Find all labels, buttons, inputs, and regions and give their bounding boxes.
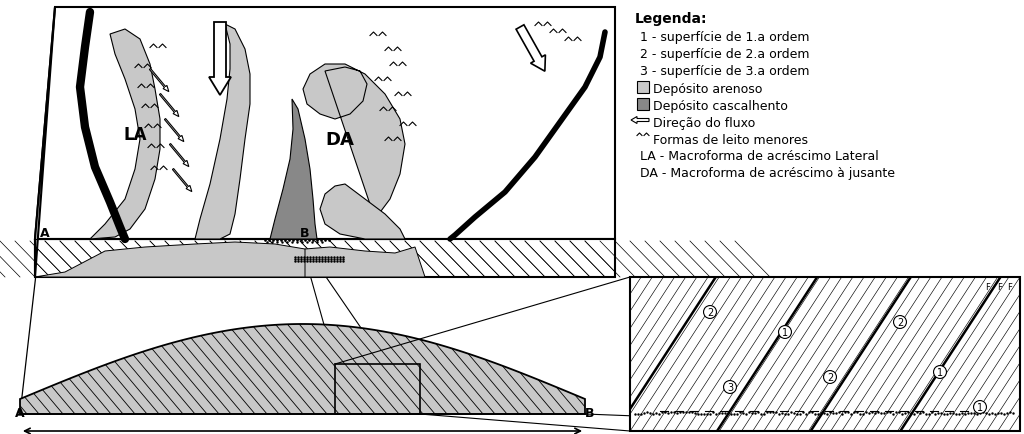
- Text: Formas de leito menores: Formas de leito menores: [653, 134, 808, 147]
- Text: 3: 3: [727, 382, 733, 392]
- Polygon shape: [35, 240, 615, 277]
- FancyArrow shape: [160, 94, 179, 117]
- Text: 2: 2: [826, 372, 834, 382]
- Polygon shape: [35, 243, 315, 277]
- Text: 1: 1: [977, 402, 983, 412]
- Polygon shape: [195, 25, 250, 240]
- Text: DA: DA: [326, 131, 354, 149]
- Polygon shape: [90, 30, 160, 240]
- Polygon shape: [35, 8, 615, 240]
- Text: 2: 2: [897, 317, 903, 327]
- Text: A: A: [15, 406, 25, 419]
- Text: Depósito cascalhento: Depósito cascalhento: [653, 100, 787, 113]
- Text: F: F: [997, 283, 1002, 292]
- Bar: [335, 364, 420, 414]
- Text: DA - Macroforma de acréscimo à jusante: DA - Macroforma de acréscimo à jusante: [640, 167, 895, 180]
- FancyArrow shape: [165, 119, 184, 142]
- Text: 2 - superfície de 2.a ordem: 2 - superfície de 2.a ordem: [640, 48, 810, 61]
- Polygon shape: [303, 65, 406, 220]
- Polygon shape: [321, 184, 406, 240]
- FancyArrow shape: [169, 144, 188, 167]
- Polygon shape: [305, 247, 425, 277]
- Text: B: B: [585, 406, 595, 419]
- Bar: [630, 277, 1020, 431]
- Text: LA: LA: [123, 126, 146, 144]
- Text: F: F: [1008, 283, 1013, 292]
- Text: 1: 1: [782, 327, 788, 337]
- Polygon shape: [20, 324, 585, 414]
- Text: F: F: [985, 283, 990, 292]
- Text: 2: 2: [707, 307, 713, 317]
- FancyArrow shape: [516, 26, 546, 72]
- Text: 3 - superfície de 3.a ordem: 3 - superfície de 3.a ordem: [640, 65, 810, 78]
- Text: Depósito arenoso: Depósito arenoso: [653, 83, 763, 96]
- Bar: [637, 82, 649, 94]
- Text: LA - Macroforma de acréscimo Lateral: LA - Macroforma de acréscimo Lateral: [640, 150, 879, 163]
- Text: 1: 1: [937, 367, 943, 377]
- Polygon shape: [35, 8, 55, 277]
- FancyArrow shape: [172, 169, 191, 192]
- FancyArrow shape: [209, 23, 231, 96]
- Text: Direção do fluxo: Direção do fluxo: [653, 117, 756, 130]
- FancyArrow shape: [150, 69, 169, 92]
- Text: 60m: 60m: [289, 433, 316, 434]
- Text: Legenda:: Legenda:: [635, 12, 708, 26]
- Bar: [637, 99, 649, 111]
- Text: B: B: [300, 227, 309, 240]
- Text: A: A: [40, 227, 49, 240]
- Polygon shape: [270, 100, 317, 240]
- Text: 1 - superfície de 1.a ordem: 1 - superfície de 1.a ordem: [640, 31, 810, 44]
- FancyArrow shape: [631, 117, 649, 124]
